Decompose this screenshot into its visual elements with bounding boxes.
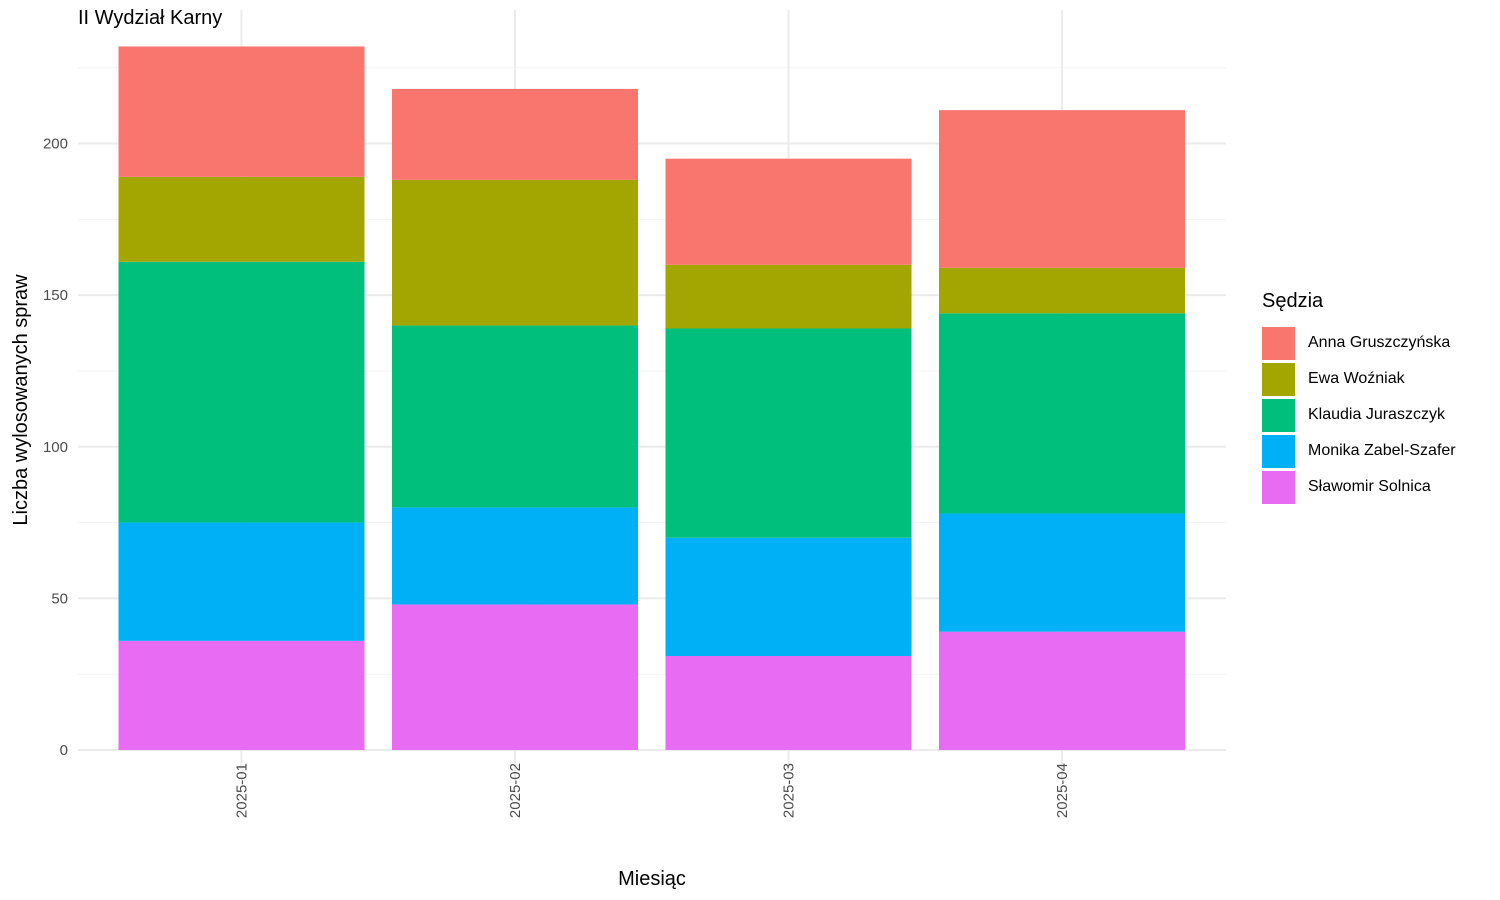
bar-segment xyxy=(939,631,1185,750)
x-axis-ticks: 2025-01 2025-02 2025-03 2025-04 xyxy=(234,763,1072,818)
bar-segment xyxy=(118,640,365,750)
bar-segment xyxy=(118,261,365,523)
x-tick-label: 2025-02 xyxy=(507,763,524,818)
legend-item: Ewa Woźniak xyxy=(1262,361,1456,397)
legend-label: Sławomir Solnica xyxy=(1308,478,1431,495)
bar-segment xyxy=(665,158,912,265)
legend-label: Ewa Woźniak xyxy=(1308,370,1405,387)
y-axis-title: Liczba wylosowanych spraw xyxy=(10,274,32,526)
x-tick-label: 2025-04 xyxy=(1054,763,1071,818)
legend-key xyxy=(1262,470,1295,504)
bar-segment xyxy=(939,267,1185,314)
bar-segment xyxy=(392,88,638,180)
y-tick-label: 50 xyxy=(51,590,68,607)
bar-segment xyxy=(665,264,912,329)
bar-segment xyxy=(118,522,365,641)
y-tick-label: 100 xyxy=(43,439,68,456)
bar-segment xyxy=(665,537,912,656)
legend-items: Anna Gruszczyńska Ewa Woźniak Klaudia Jura… xyxy=(1262,325,1456,505)
legend-item: Sławomir Solnica xyxy=(1262,469,1456,505)
bar-segment xyxy=(939,110,1185,268)
bar-segment xyxy=(665,655,912,750)
bar-segment xyxy=(118,46,365,177)
bar-segment xyxy=(939,513,1185,632)
bar-segment xyxy=(392,604,638,750)
y-tick-label: 150 xyxy=(43,287,68,304)
x-axis-title: Miesiąc xyxy=(618,868,686,890)
bar-segment xyxy=(118,176,365,262)
y-tick-label: 200 xyxy=(43,136,68,153)
legend-key xyxy=(1262,398,1295,432)
x-tick-label: 2025-03 xyxy=(781,763,798,818)
y-tick-label: 0 xyxy=(60,742,68,759)
legend-item: Klaudia Juraszczyk xyxy=(1262,397,1456,433)
bar-segment xyxy=(392,325,638,508)
bar-segment xyxy=(665,328,912,538)
legend-item: Monika Zabel-Szafer xyxy=(1262,433,1456,469)
legend-item: Anna Gruszczyńska xyxy=(1262,325,1456,361)
legend-label: Anna Gruszczyńska xyxy=(1308,334,1451,351)
legend-key xyxy=(1262,326,1295,360)
legend-key xyxy=(1262,362,1295,396)
legend-title: Sędzia xyxy=(1262,290,1324,312)
legend: Sędzia Anna Gruszczyńska Ewa Woźniak Klaud… xyxy=(1262,290,1456,505)
y-axis-ticks: 0 50 100 150 200 xyxy=(43,136,68,760)
legend-label: Monika Zabel-Szafer xyxy=(1308,442,1456,459)
bar-segment xyxy=(392,179,638,326)
chart-title: II Wydział Karny xyxy=(78,7,223,29)
x-tick-label: 2025-01 xyxy=(234,763,251,818)
bars xyxy=(118,46,1185,750)
legend-key xyxy=(1262,434,1295,468)
legend-label: Klaudia Juraszczyk xyxy=(1308,406,1445,423)
bar-segment xyxy=(392,507,638,605)
bar-segment xyxy=(939,313,1185,514)
